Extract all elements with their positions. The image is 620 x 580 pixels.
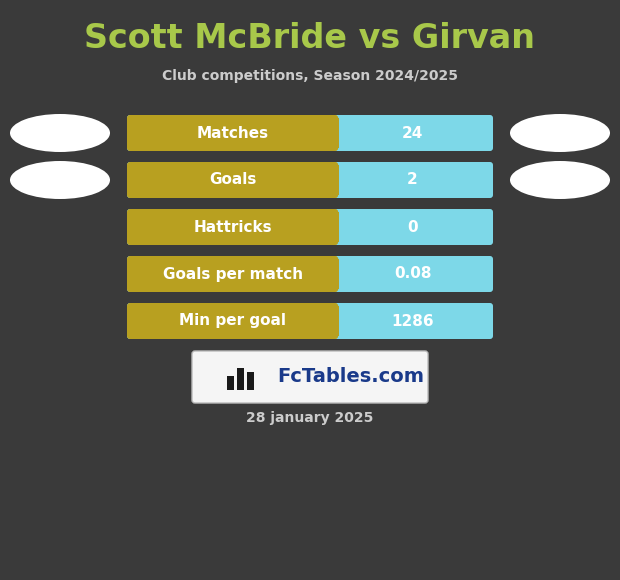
Text: 2: 2 — [407, 172, 418, 187]
Text: Min per goal: Min per goal — [179, 314, 286, 328]
Text: Goals per match: Goals per match — [162, 266, 303, 281]
FancyBboxPatch shape — [127, 115, 338, 151]
Ellipse shape — [10, 161, 110, 199]
Ellipse shape — [10, 114, 110, 152]
Text: 0.08: 0.08 — [394, 266, 432, 281]
Bar — [329, 118, 339, 148]
Text: Hattricks: Hattricks — [193, 219, 272, 234]
FancyBboxPatch shape — [127, 209, 338, 245]
FancyBboxPatch shape — [127, 303, 493, 339]
Bar — [329, 259, 339, 289]
FancyBboxPatch shape — [127, 115, 493, 151]
Text: Matches: Matches — [197, 125, 268, 140]
Bar — [329, 165, 339, 195]
Text: Scott McBride vs Girvan: Scott McBride vs Girvan — [84, 21, 536, 55]
Ellipse shape — [510, 161, 610, 199]
Bar — [227, 376, 234, 390]
Text: 1286: 1286 — [391, 314, 434, 328]
FancyBboxPatch shape — [127, 256, 338, 292]
FancyBboxPatch shape — [127, 209, 493, 245]
FancyBboxPatch shape — [127, 162, 338, 198]
Bar — [329, 212, 339, 242]
FancyBboxPatch shape — [192, 351, 428, 403]
Text: Goals: Goals — [209, 172, 256, 187]
FancyBboxPatch shape — [127, 162, 493, 198]
Text: Club competitions, Season 2024/2025: Club competitions, Season 2024/2025 — [162, 69, 458, 83]
Text: 24: 24 — [402, 125, 423, 140]
Text: FcTables.com: FcTables.com — [277, 368, 424, 386]
Text: 28 january 2025: 28 january 2025 — [246, 411, 374, 425]
Bar — [247, 372, 254, 390]
Bar — [329, 306, 339, 336]
Ellipse shape — [510, 114, 610, 152]
Bar — [237, 368, 244, 390]
FancyBboxPatch shape — [127, 303, 338, 339]
FancyBboxPatch shape — [127, 256, 493, 292]
Text: 0: 0 — [407, 219, 418, 234]
